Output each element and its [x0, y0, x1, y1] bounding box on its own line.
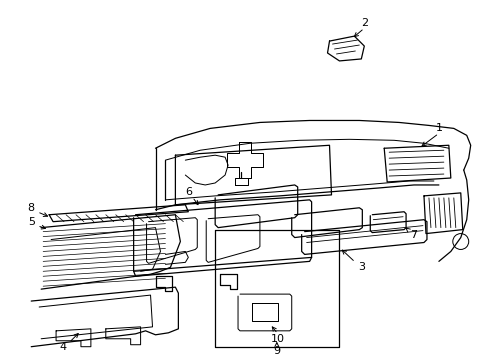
- Text: 8: 8: [28, 203, 35, 213]
- Text: 10: 10: [270, 334, 284, 344]
- Text: 3: 3: [357, 262, 364, 272]
- Text: 9: 9: [273, 346, 280, 356]
- Text: 2: 2: [360, 18, 367, 28]
- Text: 7: 7: [409, 230, 417, 239]
- Text: 4: 4: [60, 342, 66, 352]
- Text: 5: 5: [28, 217, 35, 227]
- Text: 6: 6: [184, 187, 191, 197]
- Text: 1: 1: [434, 123, 442, 134]
